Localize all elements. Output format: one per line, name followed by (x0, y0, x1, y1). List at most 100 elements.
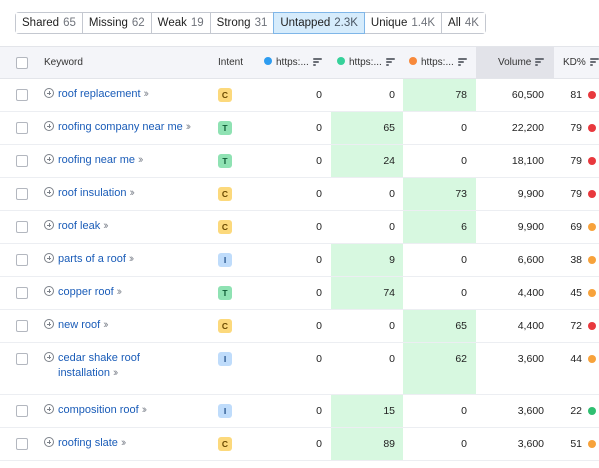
serp-chevron-icon[interactable]: ›› (103, 319, 109, 331)
kd-difficulty-dot (588, 256, 596, 264)
row-checkbox[interactable] (16, 254, 28, 266)
domain-3-label: https:... (421, 57, 454, 68)
add-keyword-icon[interactable] (44, 154, 54, 165)
intent-column-header[interactable]: Intent (218, 57, 244, 68)
tab-all[interactable]: All 4K (442, 13, 485, 33)
volume-value: 3,600 (517, 405, 544, 417)
tab-label: Strong (216, 17, 251, 29)
kd-value: 79 (570, 155, 582, 167)
volume-value: 4,400 (517, 287, 544, 299)
add-keyword-icon[interactable] (44, 187, 54, 198)
keyword-link[interactable]: roofing near me (58, 154, 136, 166)
highlight-cell (403, 211, 476, 243)
keyword-link[interactable]: new roof (58, 319, 101, 331)
select-all-checkbox[interactable] (16, 57, 28, 69)
sort-desc-icon (535, 58, 545, 66)
domain-1-position: 0 (316, 155, 322, 167)
kd-value: 79 (570, 122, 582, 134)
add-keyword-icon[interactable] (44, 437, 54, 448)
domain-3-position: 73 (455, 188, 467, 200)
domain-2-position: 89 (383, 438, 395, 450)
domain-2-position: 24 (383, 155, 395, 167)
row-checkbox[interactable] (16, 353, 28, 365)
add-keyword-icon[interactable] (44, 404, 54, 415)
keyword-link[interactable]: roof insulation (58, 187, 127, 199)
row-checkbox[interactable] (16, 89, 28, 101)
row-checkbox[interactable] (16, 122, 28, 134)
row-checkbox[interactable] (16, 320, 28, 332)
row-checkbox[interactable] (16, 405, 28, 417)
keyword-link[interactable]: copper roof (58, 286, 114, 298)
keyword-link[interactable]: roof replacement (58, 88, 141, 100)
tab-count: 4K (464, 17, 479, 29)
domain-1-position: 0 (316, 287, 322, 299)
domain-3-position: 0 (461, 438, 467, 450)
row-checkbox[interactable] (16, 287, 28, 299)
keyword-link[interactable]: cedar shake roof (58, 352, 140, 364)
keyword-cell: copper roof ›› (44, 285, 123, 300)
keyword-column-header[interactable]: Keyword (44, 57, 83, 68)
keyword-link[interactable]: parts of a roof (58, 253, 126, 265)
row-checkbox[interactable] (16, 438, 28, 450)
tab-unique[interactable]: Unique 1.4K (364, 13, 443, 33)
volume-column-header[interactable]: Volume (476, 47, 554, 78)
tab-untapped[interactable]: Untapped 2.3K (273, 12, 365, 34)
serp-chevron-icon[interactable]: ›› (112, 367, 119, 379)
keyword-link-continued[interactable]: installation (58, 367, 110, 379)
domain-1-column-header[interactable]: https:... (264, 47, 322, 78)
serp-chevron-icon[interactable]: ›› (120, 437, 127, 449)
highlight-cell (331, 145, 403, 177)
table-row: roofing company near me ›› T 0 65 0 22,200 79 (0, 112, 599, 145)
kd-difficulty-dot (588, 91, 596, 99)
serp-chevron-icon[interactable]: ›› (185, 121, 192, 133)
intent-badge: C (218, 220, 232, 234)
add-keyword-icon[interactable] (44, 88, 54, 99)
serp-chevron-icon[interactable]: ›› (128, 253, 135, 265)
keyword-link[interactable]: roofing slate (58, 437, 118, 449)
domain-2-column-header[interactable]: https:... (337, 47, 395, 78)
tab-missing[interactable]: Missing 62 (82, 13, 152, 33)
domain-2-position: 9 (389, 254, 395, 266)
keyword-cell: roofing near me ›› (44, 153, 144, 168)
tab-weak[interactable]: Weak 19 (151, 13, 211, 33)
domain-3-column-header[interactable]: https:... (409, 47, 467, 78)
add-keyword-icon[interactable] (44, 286, 54, 297)
serp-chevron-icon[interactable]: ›› (116, 286, 123, 298)
add-keyword-icon[interactable] (44, 220, 54, 231)
domain-3-position: 0 (461, 287, 467, 299)
row-checkbox[interactable] (16, 221, 28, 233)
add-keyword-icon[interactable] (44, 253, 54, 264)
domain-3-position: 0 (461, 405, 467, 417)
sort-icon (589, 58, 599, 66)
add-keyword-icon[interactable] (44, 352, 54, 363)
tab-shared[interactable]: Shared 65 (16, 13, 83, 33)
serp-chevron-icon[interactable]: ›› (138, 154, 144, 166)
serp-chevron-icon[interactable]: ›› (103, 220, 109, 232)
serp-chevron-icon[interactable]: ›› (141, 404, 148, 416)
kd-column-header[interactable]: KD% (563, 47, 599, 78)
domain-2-position: 65 (383, 122, 395, 134)
domain-1-color-dot (264, 57, 272, 66)
table-row: copper roof ›› T 0 74 0 4,400 45 (0, 277, 599, 310)
table-row: roofing near me ›› T 0 24 0 18,100 79 (0, 145, 599, 178)
serp-chevron-icon[interactable]: ›› (143, 88, 150, 100)
keyword-link[interactable]: roofing company near me (58, 121, 183, 133)
keyword-link[interactable]: composition roof (58, 404, 139, 416)
tab-label: Unique (370, 17, 408, 29)
tab-count: 62 (131, 17, 145, 29)
table-row: new roof ›› C 0 0 65 4,400 72 (0, 310, 599, 343)
serp-chevron-icon[interactable]: ›› (129, 187, 136, 199)
tab-strong[interactable]: Strong 31 (210, 13, 275, 33)
table-row: composition roof ›› I 0 15 0 3,600 22 (0, 395, 599, 428)
row-checkbox[interactable] (16, 188, 28, 200)
row-checkbox[interactable] (16, 155, 28, 167)
volume-value: 18,100 (511, 155, 544, 167)
domain-1-position: 0 (316, 405, 322, 417)
tab-label: Missing (88, 17, 128, 29)
domain-2-position: 0 (389, 89, 395, 101)
domain-3-position: 65 (455, 320, 467, 332)
highlight-cell (403, 310, 476, 342)
keyword-link[interactable]: roof leak (58, 220, 101, 232)
add-keyword-icon[interactable] (44, 121, 54, 132)
add-keyword-icon[interactable] (44, 319, 54, 330)
